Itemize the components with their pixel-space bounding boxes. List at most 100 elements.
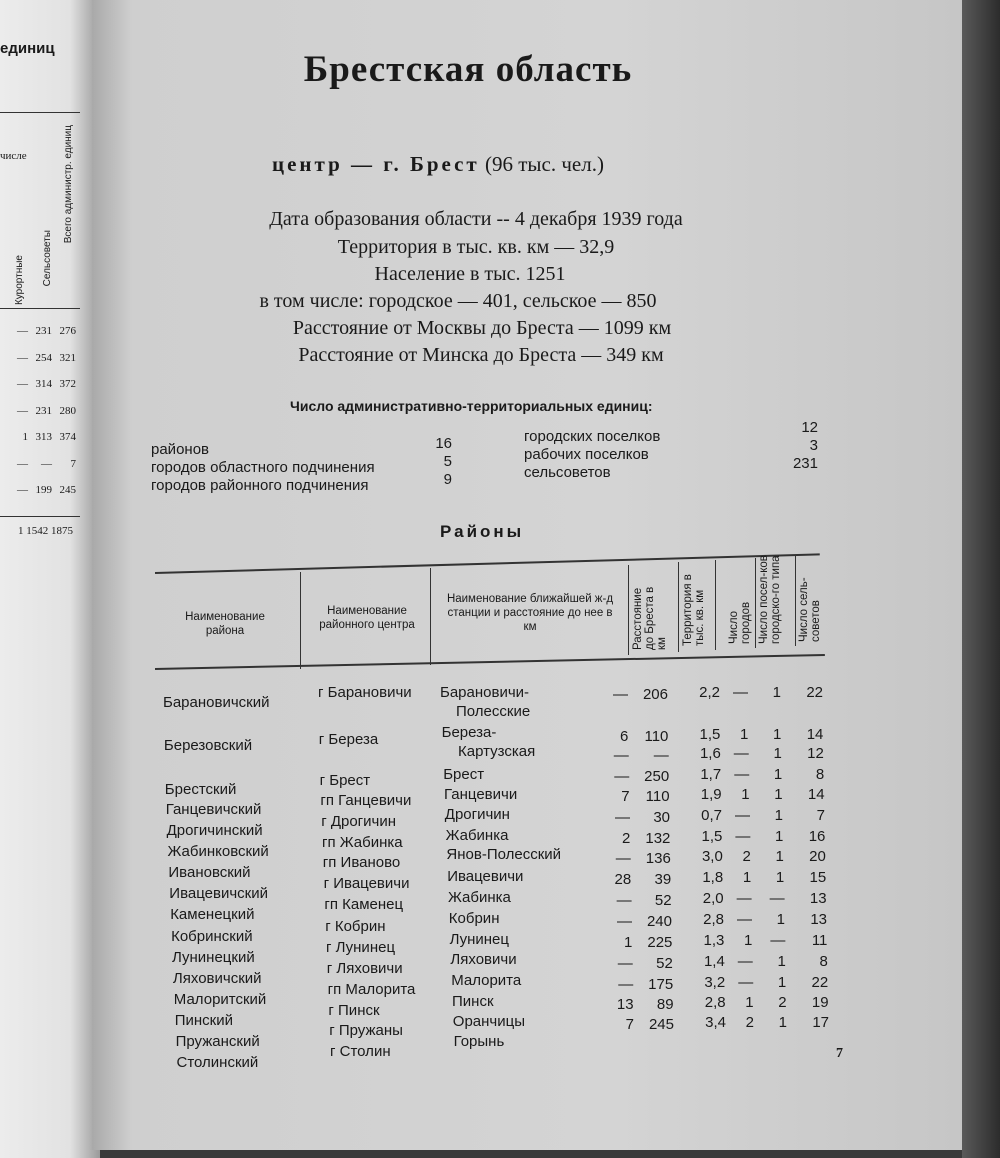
district-center: г Дрогичин xyxy=(321,813,396,830)
left-page-cell: — xyxy=(17,404,28,417)
region-center: центр — г. Брест (96 тыс. чел.) xyxy=(272,152,604,177)
table-cell: 3,2 xyxy=(704,974,726,991)
table-cell: 1,5 xyxy=(701,828,723,845)
table-cell: 1 xyxy=(775,848,784,865)
table-cell: 13 xyxy=(809,890,827,907)
document-page xyxy=(92,0,962,1150)
info-line: Население в тыс. 1251 xyxy=(374,263,566,285)
column-divider xyxy=(715,560,716,650)
table-cell: 11 xyxy=(811,932,828,949)
total-cell: 1875 xyxy=(51,525,73,537)
book-edge xyxy=(962,0,1000,1158)
table-cell: 52 xyxy=(654,892,672,909)
table-cell: 52 xyxy=(656,955,673,972)
table-cell: 2,8 xyxy=(704,994,726,1011)
table-cell: 1 xyxy=(745,994,754,1011)
table-cell: — xyxy=(653,747,669,764)
district-center: г Брест xyxy=(319,772,371,789)
table-cell: 2 xyxy=(742,848,751,865)
table-cell: 2,2 xyxy=(699,684,720,701)
table-cell: 1 xyxy=(741,786,750,803)
district-center: г Кобрин xyxy=(325,918,386,935)
nearest-station: Дрогичин xyxy=(444,806,510,823)
table-cell: 2 xyxy=(778,994,787,1011)
table-cell: 30 xyxy=(653,809,670,826)
admin-left-label: городов районного подчинения xyxy=(151,477,369,494)
table-cell: 13 xyxy=(810,911,827,928)
nearest-station: Ивацевичи xyxy=(447,868,524,885)
district-center: гп Жабинка xyxy=(322,834,403,851)
table-cell: 1,4 xyxy=(703,953,725,970)
left-page-cell: — xyxy=(17,457,28,470)
district-center: гп Иваново xyxy=(322,854,401,871)
column-divider xyxy=(430,568,431,665)
table-cell: — xyxy=(770,932,786,949)
column-divider xyxy=(678,562,679,652)
table-cell: 136 xyxy=(645,850,671,867)
center-city: Брест xyxy=(409,152,480,176)
table-cell: 1,3 xyxy=(703,932,725,949)
left-page-cell: 254 xyxy=(35,351,53,364)
table-cell: 19 xyxy=(811,994,829,1011)
table-cell: 14 xyxy=(807,786,825,803)
table-cell: 17 xyxy=(812,1014,829,1031)
table-cell: 1 xyxy=(774,786,783,803)
left-page-cell: — xyxy=(17,484,28,496)
nearest-station: Полесские xyxy=(456,703,531,720)
table-cell: 175 xyxy=(648,976,674,993)
table-cell: 240 xyxy=(646,913,672,930)
left-page-cell: — xyxy=(17,325,28,337)
header-distance-brest: Расстояние до Бреста в км xyxy=(632,586,668,650)
table-cell: 14 xyxy=(806,726,824,743)
nearest-station: Береза- xyxy=(441,724,497,741)
district-name: Березовский xyxy=(163,737,253,754)
nearest-station: Брест xyxy=(443,766,485,783)
admin-left-value: 16 xyxy=(435,435,452,452)
table-cell: 1 xyxy=(773,726,782,743)
table-cell: 8 xyxy=(815,766,825,783)
district-center: гп Малорита xyxy=(327,981,416,998)
table-cell: 1,7 xyxy=(700,766,722,783)
admin-left-label: районов xyxy=(151,441,210,458)
left-page-cell: — xyxy=(17,378,28,390)
table-cell: 2,0 xyxy=(702,890,724,907)
column-divider xyxy=(795,556,796,646)
district-name: Кобринский xyxy=(171,928,253,945)
table-cell: 3,4 xyxy=(705,1014,726,1031)
table-cell: — xyxy=(616,892,632,909)
left-page-cell: 276 xyxy=(59,325,77,337)
table-cell: — xyxy=(617,955,633,972)
table-cell: 225 xyxy=(647,934,673,951)
table-cell: 13 xyxy=(616,996,634,1013)
left-page-cell: — xyxy=(17,351,28,364)
table-cell: 3,0 xyxy=(701,848,723,865)
table-cell: — xyxy=(737,911,752,928)
table-cell: — xyxy=(769,890,785,907)
table-cell: 16 xyxy=(808,828,826,845)
nearest-station: Картузская xyxy=(458,743,536,760)
table-cell: — xyxy=(738,974,754,991)
nearest-station: Горынь xyxy=(453,1033,505,1050)
table-cell: — xyxy=(734,766,750,783)
left-page-cell: 245 xyxy=(59,484,77,496)
table-cell: 12 xyxy=(807,745,824,762)
table-cell: 7 xyxy=(816,807,825,824)
district-name: Ганцевичский xyxy=(165,801,262,818)
left-page-cell: 372 xyxy=(59,378,77,390)
nearest-station: Жабинка xyxy=(445,827,509,844)
left-col-header: Всего администр. единиц xyxy=(63,125,74,244)
page-number: 7 xyxy=(836,1046,843,1061)
table-cell: 7 xyxy=(621,788,630,805)
admin-right-label: сельсоветов xyxy=(524,464,611,481)
left-page-cell: 280 xyxy=(59,404,77,417)
district-name: Ивановский xyxy=(168,864,251,881)
page-title: Брестская область xyxy=(303,49,633,90)
rule xyxy=(0,516,80,517)
table-cell: — xyxy=(617,913,632,930)
table-cell: 28 xyxy=(614,871,632,888)
table-cell: 1 xyxy=(773,766,783,783)
left-page-cell: 199 xyxy=(35,484,53,496)
table-cell: 1 xyxy=(624,934,633,951)
table-cell: 20 xyxy=(809,848,826,865)
district-center: г Пружаны xyxy=(329,1022,403,1039)
